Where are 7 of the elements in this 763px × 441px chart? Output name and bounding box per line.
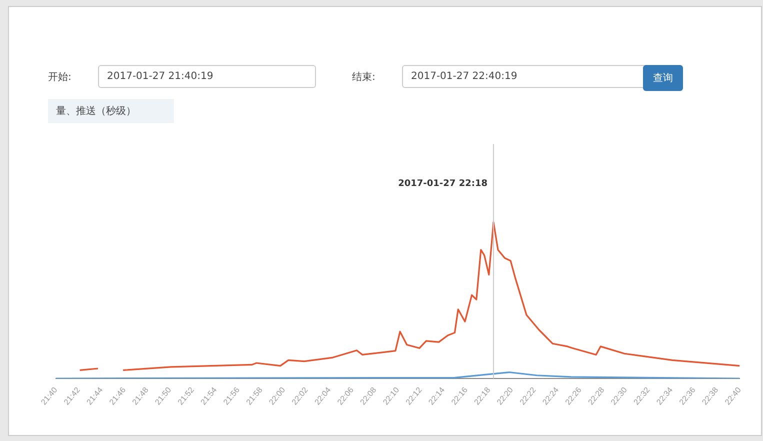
text: 查询: [643, 65, 683, 91]
text: 量、推送（秒级）: [48, 99, 174, 123]
ref-line-label: 2017-01-27 22:18: [398, 179, 488, 189]
text: 2017-01-27 22:40:19: [402, 65, 650, 88]
text: 开始:: [48, 71, 72, 84]
text: 结束:: [352, 70, 376, 84]
text: 2017-01-27 21:40:19: [98, 65, 316, 88]
